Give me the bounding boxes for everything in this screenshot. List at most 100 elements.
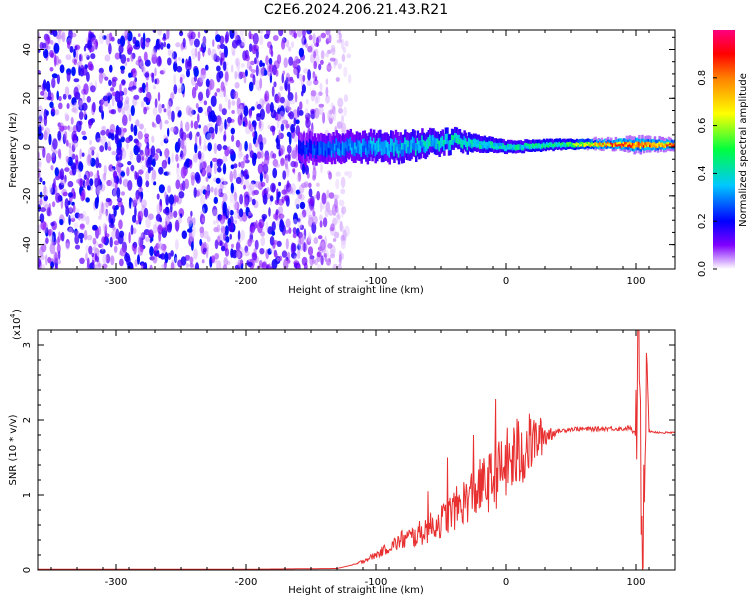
noise-mark: [68, 227, 73, 234]
noise-mark: [67, 226, 74, 233]
signal-mark: [638, 140, 641, 145]
noise-mark: [189, 232, 193, 242]
noise-mark: [66, 71, 71, 82]
signal-mark: [622, 140, 625, 145]
signal-mark: [572, 146, 576, 150]
signal-mark: [528, 142, 532, 147]
signal-mark: [377, 144, 381, 153]
noise-mark: [294, 91, 298, 103]
signal-mark: [661, 143, 664, 148]
signal-mark: [301, 141, 304, 150]
noise-mark: [235, 57, 239, 68]
signal-mark: [482, 136, 485, 142]
signal-mark: [354, 148, 357, 157]
signal-mark: [425, 138, 429, 146]
signal-mark: [489, 136, 493, 142]
noise-mark: [203, 230, 209, 239]
noise-mark: [316, 93, 321, 104]
noise-mark: [84, 181, 87, 189]
signal-mark: [305, 132, 309, 141]
signal-mark: [371, 153, 374, 162]
signal-mark: [346, 129, 349, 138]
noise-mark: [296, 64, 301, 74]
signal-mark: [605, 140, 608, 144]
signal-mark: [550, 141, 554, 145]
noise-mark: [233, 211, 239, 220]
signal-mark: [596, 145, 599, 149]
signal-mark: [610, 143, 613, 147]
spectrogram-signal: [298, 126, 675, 166]
noise-mark: [333, 59, 337, 69]
signal-mark: [480, 140, 483, 145]
signal-mark: [452, 129, 455, 136]
signal-mark: [536, 139, 540, 144]
noise-mark: [341, 206, 347, 215]
noise-mark: [193, 120, 199, 130]
noise-mark: [99, 248, 106, 254]
noise-mark: [297, 171, 302, 182]
noise-mark: [57, 34, 61, 45]
noise-mark: [231, 134, 235, 142]
noise-mark: [313, 237, 319, 245]
noise-mark: [319, 220, 323, 228]
signal-mark: [594, 138, 597, 142]
noise-mark: [214, 92, 218, 97]
noise-mark: [255, 79, 260, 90]
signal-mark: [443, 144, 446, 151]
signal-mark: [561, 141, 565, 145]
noise-mark: [292, 109, 299, 121]
noise-mark: [77, 213, 81, 221]
signal-mark: [308, 131, 312, 140]
noise-mark: [191, 53, 197, 60]
signal-mark: [631, 142, 635, 146]
noise-mark: [167, 170, 172, 176]
noise-mark: [101, 236, 107, 244]
signal-mark: [369, 149, 373, 158]
signal-mark: [358, 146, 362, 155]
signal-mark: [444, 132, 448, 140]
noise-mark: [296, 176, 300, 182]
signal-mark: [357, 152, 360, 161]
noise-mark: [111, 151, 117, 156]
signal-mark: [659, 143, 663, 148]
noise-mark: [280, 123, 285, 132]
noise-mark: [45, 80, 51, 92]
signal-mark: [491, 136, 494, 142]
noise-mark: [326, 33, 332, 42]
signal-mark: [655, 142, 658, 146]
signal-mark: [599, 139, 602, 143]
noise-mark: [222, 232, 227, 241]
noise-mark: [71, 153, 76, 160]
noise-mark: [231, 110, 235, 114]
noise-mark: [331, 47, 336, 56]
noise-mark: [226, 122, 231, 127]
noise-mark: [197, 91, 204, 101]
signal-mark: [664, 142, 668, 146]
noise-mark: [305, 118, 311, 129]
signal-mark: [466, 149, 469, 155]
noise-mark: [104, 201, 110, 208]
signal-mark: [663, 149, 666, 153]
noise-mark: [38, 161, 41, 168]
snr-y-scale-suffix: ): [12, 309, 23, 313]
noise-mark: [337, 63, 342, 70]
noise-mark: [172, 51, 177, 60]
signal-mark: [399, 139, 402, 148]
x-tick-label: -300: [105, 276, 128, 287]
x-tick-label: -200: [235, 577, 258, 588]
noise-mark: [298, 47, 305, 58]
noise-mark: [53, 42, 60, 54]
noise-mark: [155, 214, 162, 222]
signal-mark: [307, 141, 310, 150]
noise-mark: [328, 209, 334, 216]
signal-mark: [627, 143, 630, 148]
noise-mark: [58, 152, 62, 160]
signal-mark: [510, 142, 513, 147]
noise-mark: [308, 188, 313, 198]
noise-mark: [138, 87, 143, 94]
noise-mark: [290, 123, 295, 133]
signal-mark: [496, 148, 499, 154]
noise-mark: [243, 197, 249, 208]
noise-mark: [125, 96, 130, 105]
noise-mark: [225, 211, 228, 216]
